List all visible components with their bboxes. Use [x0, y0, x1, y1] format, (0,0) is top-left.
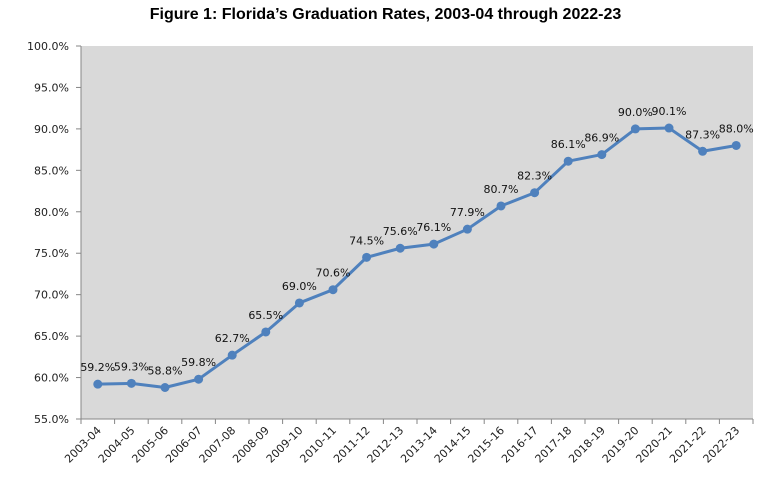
y-tick-label: 75.0%	[34, 247, 69, 260]
data-label: 86.1%	[551, 138, 586, 151]
data-label: 77.9%	[450, 206, 485, 219]
data-label: 62.7%	[215, 332, 250, 345]
data-label: 59.8%	[181, 356, 216, 369]
data-point	[630, 124, 640, 134]
data-label: 76.1%	[416, 221, 451, 234]
data-label: 59.3%	[114, 360, 149, 373]
chart-title: Figure 1: Florida’s Graduation Rates, 20…	[149, 6, 622, 23]
y-tick-label: 95.0%	[34, 81, 69, 94]
y-tick-label: 80.0%	[34, 206, 69, 219]
data-point	[496, 201, 506, 211]
data-label: 70.6%	[316, 267, 351, 280]
data-point	[664, 123, 674, 133]
plot-area	[81, 46, 753, 419]
data-point	[530, 188, 540, 198]
data-point	[597, 150, 607, 160]
data-label: 90.1%	[652, 105, 687, 118]
x-axis-ticks: 2003-042004-052005-062006-072007-082008-…	[62, 419, 754, 466]
data-point	[294, 298, 304, 308]
data-point	[194, 374, 204, 384]
data-point	[328, 285, 338, 295]
y-tick-label: 90.0%	[34, 123, 69, 136]
data-point	[563, 156, 573, 166]
data-point	[462, 224, 472, 234]
data-point	[227, 350, 237, 360]
data-label: 74.5%	[349, 234, 384, 247]
data-label: 75.6%	[383, 225, 418, 238]
data-point	[126, 378, 136, 388]
data-point	[731, 140, 741, 150]
x-tick-label: 2022-23	[701, 424, 743, 466]
data-point	[160, 383, 170, 393]
y-axis-ticks: 55.0% 60.0% 65.0% 70.0% 75.0% 80.0% 85.0% 90.0%…	[27, 40, 81, 426]
data-point	[362, 252, 372, 262]
data-label: 86.9%	[584, 132, 619, 145]
data-label: 65.5%	[248, 309, 283, 322]
y-tick-label: 70.0%	[34, 289, 69, 302]
data-point	[93, 379, 103, 389]
data-label: 90.0%	[618, 106, 653, 119]
y-tick-label: 65.0%	[34, 330, 69, 343]
data-label: 58.8%	[148, 365, 183, 378]
data-point	[698, 146, 708, 156]
data-label: 80.7%	[484, 183, 519, 196]
data-label: 59.2%	[80, 361, 115, 374]
series-group	[93, 123, 741, 393]
data-label: 69.0%	[282, 280, 317, 293]
y-tick-label: 85.0%	[34, 164, 69, 177]
y-tick-label: 100.0%	[27, 40, 69, 53]
series-line	[97, 126, 737, 390]
data-point	[261, 327, 271, 337]
data-label: 87.3%	[685, 128, 720, 141]
data-label: 88.0%	[719, 122, 754, 135]
data-label: 82.3%	[517, 170, 552, 183]
data-labels: 59.2%59.3%58.8%59.8% 62.7% 65.5% 69.0%70.6%…	[80, 105, 753, 377]
data-point	[429, 239, 439, 249]
y-tick-label: 55.0%	[34, 413, 69, 426]
y-tick-label: 60.0%	[34, 372, 69, 385]
data-point	[395, 243, 405, 253]
